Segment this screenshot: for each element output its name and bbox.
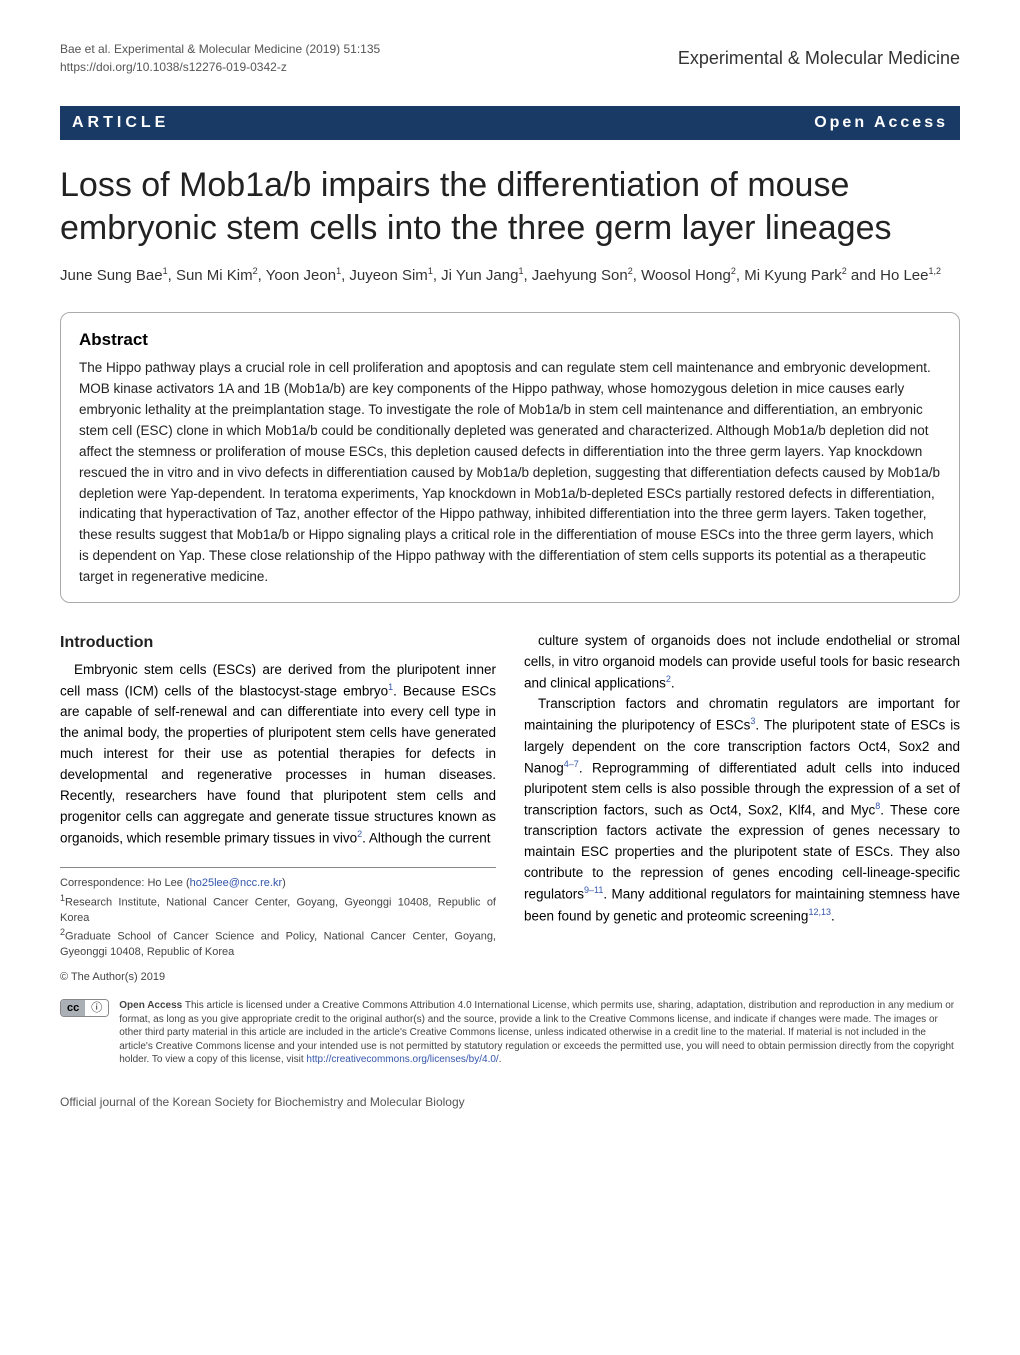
open-access-bold: Open Access xyxy=(119,1000,182,1011)
article-title: Loss of Mob1a/b impairs the differentiat… xyxy=(60,164,960,249)
text: . Because ESCs are capable of self-renew… xyxy=(60,683,496,845)
text: . Although the current xyxy=(362,830,490,845)
cc-right: ⓘ xyxy=(85,1000,108,1016)
header-left: Bae et al. Experimental & Molecular Medi… xyxy=(60,40,380,76)
text: This article is licensed under a Creativ… xyxy=(119,1000,954,1065)
abstract-heading: Abstract xyxy=(79,327,941,353)
divider xyxy=(60,867,496,868)
text: culture system of organoids does not inc… xyxy=(524,633,960,690)
open-access-badge: Open Access xyxy=(814,111,960,135)
text: . xyxy=(499,1054,502,1065)
license-text: Open Access This article is licensed und… xyxy=(119,999,960,1067)
footer: Official journal of the Korean Society f… xyxy=(60,1093,960,1111)
journal-name: Experimental & Molecular Medicine xyxy=(678,45,960,72)
abstract-text: The Hippo pathway plays a crucial role i… xyxy=(79,358,941,588)
ref: 12,13 xyxy=(808,907,831,917)
text: ) xyxy=(282,877,286,889)
text: . xyxy=(671,675,675,690)
correspondence-email[interactable]: ho25lee@ncc.re.kr xyxy=(190,877,283,889)
intro-heading: Introduction xyxy=(60,631,496,656)
affiliation-1: Research Institute, National Cancer Cent… xyxy=(60,896,496,923)
ref: 4–7 xyxy=(564,759,579,769)
right-paragraph-1: culture system of organoids does not inc… xyxy=(524,631,960,694)
citation: Bae et al. Experimental & Molecular Medi… xyxy=(60,40,380,58)
cc-badge-icon: cc ⓘ xyxy=(60,999,109,1017)
left-column: Introduction Embryonic stem cells (ESCs)… xyxy=(60,631,496,960)
affiliation-2: Graduate School of Cancer Science and Po… xyxy=(60,931,496,958)
text: . xyxy=(831,908,835,923)
intro-paragraph-1: Embryonic stem cells (ESCs) are derived … xyxy=(60,660,496,849)
abstract-box: Abstract The Hippo pathway plays a cruci… xyxy=(60,312,960,604)
correspondence-block: Correspondence: Ho Lee (ho25lee@ncc.re.k… xyxy=(60,876,496,960)
copyright: © The Author(s) 2019 xyxy=(60,969,960,986)
cc-left: cc xyxy=(61,1000,85,1016)
running-header: Bae et al. Experimental & Molecular Medi… xyxy=(60,40,960,76)
author-list: June Sung Bae1, Sun Mi Kim2, Yoon Jeon1,… xyxy=(60,265,960,288)
badge-bar: ARTICLE Open Access xyxy=(60,106,960,140)
article-badge: ARTICLE xyxy=(60,111,169,135)
right-paragraph-2: Transcription factors and chromatin regu… xyxy=(524,694,960,927)
body-columns: Introduction Embryonic stem cells (ESCs)… xyxy=(60,631,960,960)
license-row: cc ⓘ Open Access This article is license… xyxy=(60,999,960,1067)
ref: 9–11 xyxy=(584,885,603,895)
correspondence-label: Correspondence: Ho Lee ( xyxy=(60,877,190,889)
right-column: culture system of organoids does not inc… xyxy=(524,631,960,960)
doi: https://doi.org/10.1038/s12276-019-0342-… xyxy=(60,58,380,76)
license-link[interactable]: http://creativecommons.org/licenses/by/4… xyxy=(306,1054,498,1065)
